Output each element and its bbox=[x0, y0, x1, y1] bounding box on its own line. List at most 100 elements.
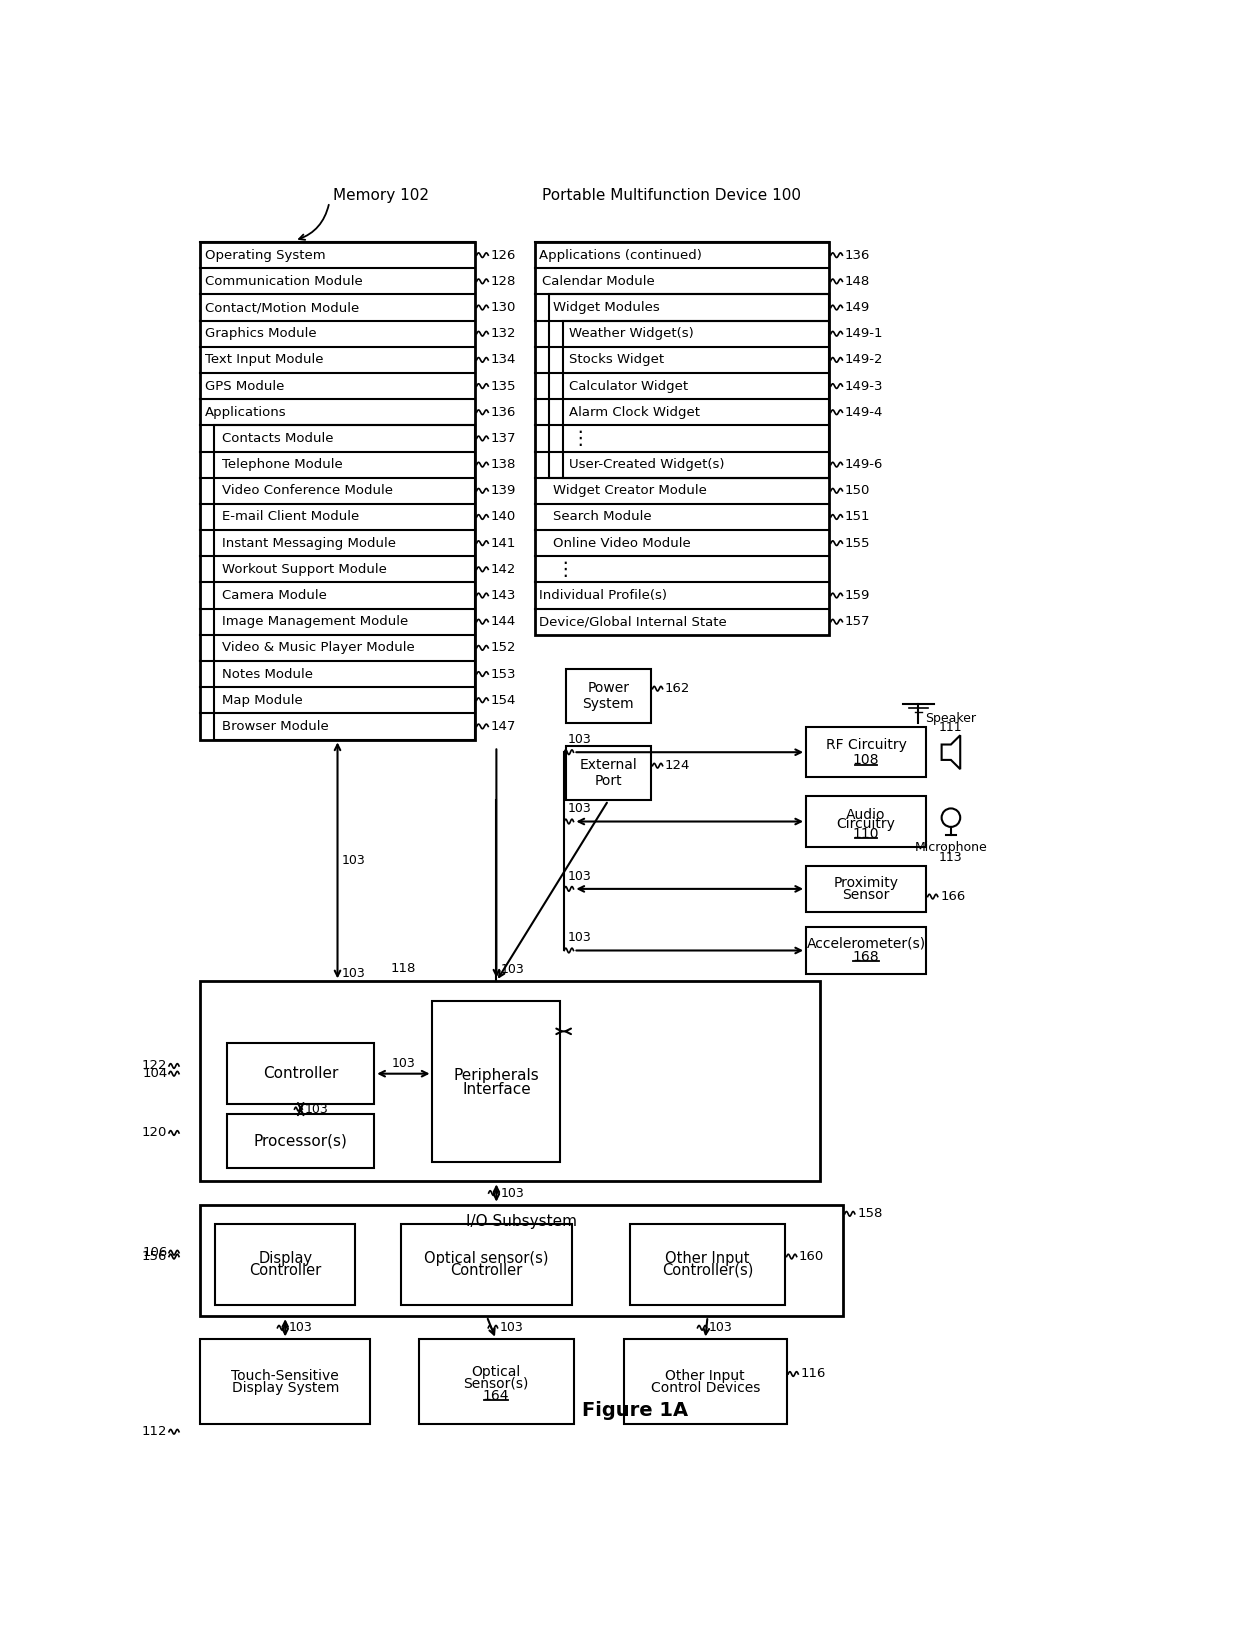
Text: 168: 168 bbox=[853, 950, 879, 964]
Text: Controller: Controller bbox=[450, 1263, 523, 1278]
Text: Video & Music Player Module: Video & Music Player Module bbox=[222, 641, 414, 654]
Bar bbox=[565, 746, 651, 800]
Text: 137: 137 bbox=[491, 433, 516, 446]
Bar bbox=[227, 1114, 374, 1167]
Text: Controller(s): Controller(s) bbox=[662, 1263, 753, 1278]
Bar bbox=[402, 1224, 572, 1304]
Text: 103: 103 bbox=[305, 1102, 329, 1115]
Bar bbox=[806, 797, 926, 847]
Text: 124: 124 bbox=[665, 759, 691, 772]
Bar bbox=[806, 865, 926, 912]
Text: Device/Global Internal State: Device/Global Internal State bbox=[538, 615, 727, 628]
Text: Widget Creator Module: Widget Creator Module bbox=[553, 485, 707, 498]
Text: Display System: Display System bbox=[232, 1380, 339, 1395]
Text: 158: 158 bbox=[857, 1208, 883, 1221]
Text: 148: 148 bbox=[844, 275, 870, 288]
Text: 108: 108 bbox=[853, 753, 879, 767]
Bar bbox=[433, 1000, 560, 1163]
Text: External
Port: External Port bbox=[579, 758, 637, 789]
Bar bbox=[200, 1340, 371, 1424]
Text: 110: 110 bbox=[853, 828, 879, 841]
Text: Controller: Controller bbox=[249, 1263, 321, 1278]
Text: 130: 130 bbox=[491, 301, 516, 314]
Text: Calculator Widget: Calculator Widget bbox=[569, 379, 688, 392]
Text: Workout Support Module: Workout Support Module bbox=[222, 563, 387, 576]
Text: 126: 126 bbox=[491, 249, 516, 262]
Text: 106: 106 bbox=[143, 1246, 167, 1259]
Text: GPS Module: GPS Module bbox=[205, 379, 284, 392]
Text: 103: 103 bbox=[392, 1057, 415, 1070]
Text: 152: 152 bbox=[491, 641, 516, 654]
Text: 116: 116 bbox=[801, 1367, 826, 1380]
Text: 120: 120 bbox=[143, 1127, 167, 1140]
Text: Stocks Widget: Stocks Widget bbox=[569, 353, 663, 366]
Text: 149-3: 149-3 bbox=[844, 379, 883, 392]
Text: 103: 103 bbox=[500, 1322, 523, 1335]
Text: 135: 135 bbox=[491, 379, 516, 392]
Text: Camera Module: Camera Module bbox=[222, 589, 326, 602]
Text: 103: 103 bbox=[289, 1322, 312, 1335]
Text: 103: 103 bbox=[500, 963, 525, 976]
Bar bbox=[200, 242, 475, 740]
Text: Display: Display bbox=[258, 1250, 312, 1265]
Text: 103: 103 bbox=[568, 870, 591, 883]
Text: Figure 1A: Figure 1A bbox=[583, 1402, 688, 1419]
Text: RF Circuitry: RF Circuitry bbox=[826, 738, 906, 753]
Bar bbox=[563, 320, 830, 478]
Bar bbox=[806, 927, 926, 974]
Text: 103: 103 bbox=[709, 1322, 733, 1335]
Text: Touch-Sensitive: Touch-Sensitive bbox=[232, 1369, 339, 1382]
Text: 104: 104 bbox=[143, 1067, 167, 1080]
Text: User-Created Widget(s): User-Created Widget(s) bbox=[569, 459, 724, 472]
Text: Applications (continued): Applications (continued) bbox=[538, 249, 702, 262]
Text: Search Module: Search Module bbox=[553, 511, 652, 524]
Text: Peripherals: Peripherals bbox=[454, 1068, 539, 1083]
Bar bbox=[200, 1205, 843, 1315]
Text: Instant Messaging Module: Instant Messaging Module bbox=[222, 537, 396, 550]
Text: 142: 142 bbox=[491, 563, 516, 576]
Text: 136: 136 bbox=[844, 249, 870, 262]
Text: 149-4: 149-4 bbox=[844, 406, 883, 420]
Text: Notes Module: Notes Module bbox=[222, 668, 312, 681]
Text: Individual Profile(s): Individual Profile(s) bbox=[538, 589, 667, 602]
Text: 103: 103 bbox=[568, 802, 591, 815]
Text: Telephone Module: Telephone Module bbox=[222, 459, 342, 472]
Text: 136: 136 bbox=[491, 406, 516, 420]
Text: Alarm Clock Widget: Alarm Clock Widget bbox=[569, 406, 699, 420]
Text: Calendar Module: Calendar Module bbox=[543, 275, 655, 288]
Text: Other Input: Other Input bbox=[666, 1250, 750, 1265]
Text: 144: 144 bbox=[491, 615, 516, 628]
Text: Sensor: Sensor bbox=[842, 888, 890, 902]
Text: Communication Module: Communication Module bbox=[205, 275, 362, 288]
Text: 138: 138 bbox=[491, 459, 516, 472]
Text: 153: 153 bbox=[491, 668, 516, 681]
Text: 149: 149 bbox=[844, 301, 870, 314]
Text: 157: 157 bbox=[844, 615, 870, 628]
Text: 111: 111 bbox=[939, 720, 962, 733]
Text: Contacts Module: Contacts Module bbox=[222, 433, 334, 446]
Text: Control Devices: Control Devices bbox=[651, 1380, 760, 1395]
Text: Widget Modules: Widget Modules bbox=[553, 301, 660, 314]
Text: Processor(s): Processor(s) bbox=[254, 1133, 347, 1148]
Text: Operating System: Operating System bbox=[205, 249, 325, 262]
Text: Speaker: Speaker bbox=[925, 712, 976, 725]
Text: 143: 143 bbox=[491, 589, 516, 602]
Text: Optical: Optical bbox=[471, 1366, 521, 1379]
Text: Applications: Applications bbox=[205, 406, 286, 420]
Text: Browser Module: Browser Module bbox=[222, 720, 329, 733]
Text: Optical sensor(s): Optical sensor(s) bbox=[424, 1250, 549, 1265]
Bar bbox=[534, 242, 830, 634]
Text: Map Module: Map Module bbox=[222, 694, 303, 707]
Bar bbox=[215, 426, 475, 740]
Text: 164: 164 bbox=[482, 1389, 510, 1403]
Text: 139: 139 bbox=[491, 485, 516, 498]
Text: 141: 141 bbox=[491, 537, 516, 550]
Text: Image Management Module: Image Management Module bbox=[222, 615, 408, 628]
Text: 159: 159 bbox=[844, 589, 870, 602]
Text: Portable Multifunction Device 100: Portable Multifunction Device 100 bbox=[543, 189, 801, 203]
Text: 160: 160 bbox=[799, 1250, 825, 1263]
Text: ⋮: ⋮ bbox=[570, 429, 590, 447]
Text: 103: 103 bbox=[500, 1187, 525, 1200]
Text: 103: 103 bbox=[568, 733, 591, 746]
Text: ⋮: ⋮ bbox=[556, 559, 574, 579]
